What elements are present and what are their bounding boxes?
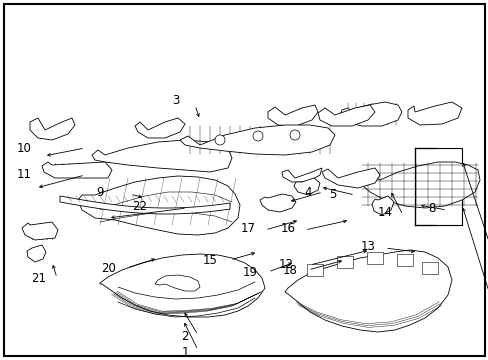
Text: 11: 11 <box>17 168 31 181</box>
Polygon shape <box>285 250 451 332</box>
Polygon shape <box>306 264 323 276</box>
Polygon shape <box>180 125 334 155</box>
Text: 8: 8 <box>427 202 435 215</box>
Text: 2: 2 <box>181 330 188 343</box>
Polygon shape <box>60 196 229 214</box>
Polygon shape <box>339 102 401 126</box>
Text: 9: 9 <box>96 185 103 198</box>
Polygon shape <box>293 178 319 195</box>
Text: 3: 3 <box>172 94 179 107</box>
Polygon shape <box>22 222 58 240</box>
Text: 15: 15 <box>202 255 217 267</box>
Text: 14: 14 <box>377 207 392 220</box>
Polygon shape <box>366 252 382 264</box>
Circle shape <box>252 131 263 141</box>
Text: 10: 10 <box>17 141 31 154</box>
Circle shape <box>215 135 224 145</box>
Polygon shape <box>336 256 352 268</box>
Polygon shape <box>267 105 317 126</box>
Polygon shape <box>78 176 240 235</box>
Text: 16: 16 <box>280 222 295 235</box>
Polygon shape <box>421 262 437 274</box>
Polygon shape <box>321 168 379 188</box>
Polygon shape <box>282 168 321 182</box>
Polygon shape <box>317 105 374 126</box>
Polygon shape <box>155 275 200 291</box>
Text: 22: 22 <box>132 201 147 213</box>
Polygon shape <box>30 118 75 140</box>
Polygon shape <box>361 162 479 208</box>
Text: 18: 18 <box>282 265 297 278</box>
Text: 21: 21 <box>31 271 46 284</box>
Text: 4: 4 <box>304 186 311 199</box>
Polygon shape <box>27 245 46 262</box>
Polygon shape <box>260 194 295 212</box>
Polygon shape <box>100 254 264 317</box>
Polygon shape <box>42 162 112 178</box>
Text: 1: 1 <box>181 346 188 359</box>
Polygon shape <box>407 102 461 125</box>
Circle shape <box>289 130 299 140</box>
Polygon shape <box>371 196 393 215</box>
Text: 17: 17 <box>240 222 255 235</box>
Polygon shape <box>135 118 184 138</box>
Text: 19: 19 <box>242 266 257 279</box>
Polygon shape <box>414 148 461 225</box>
Text: 12: 12 <box>278 258 293 271</box>
Polygon shape <box>396 254 412 266</box>
Text: 6: 6 <box>487 341 488 354</box>
Polygon shape <box>92 140 231 172</box>
Text: 13: 13 <box>360 239 375 252</box>
Text: 7: 7 <box>487 285 488 298</box>
Text: 20: 20 <box>102 261 116 274</box>
Text: 5: 5 <box>328 189 336 202</box>
